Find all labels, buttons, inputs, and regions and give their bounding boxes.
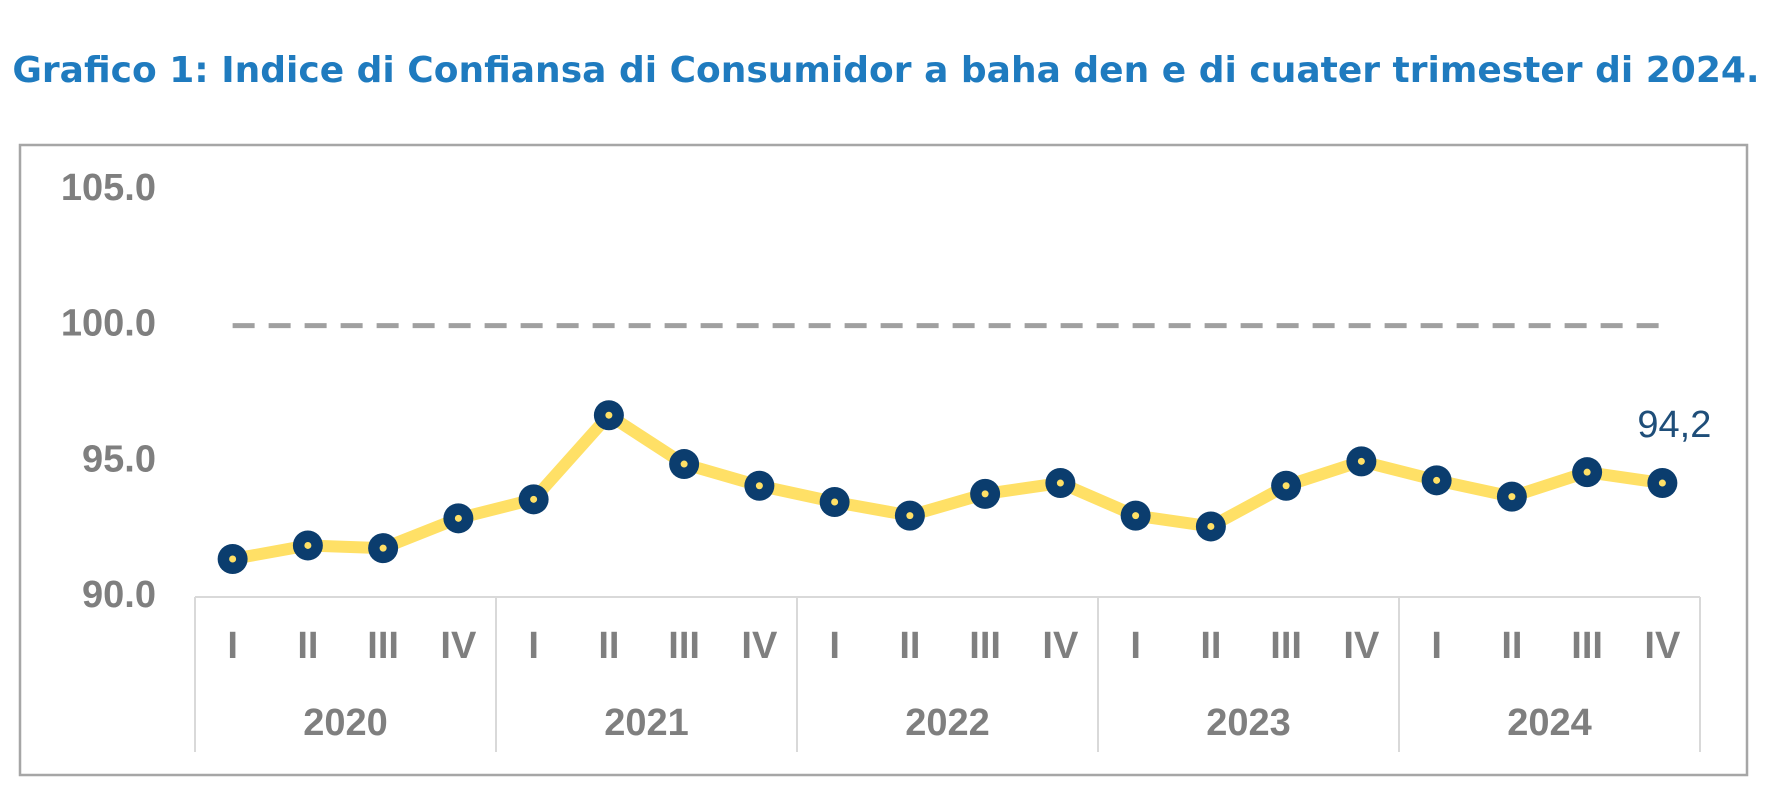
chart-frame	[18, 143, 1749, 777]
data-point-center	[229, 555, 237, 563]
data-point-center	[454, 514, 462, 522]
data-point-center	[304, 541, 312, 549]
data-point-center	[755, 482, 763, 490]
data-point-center	[605, 411, 613, 419]
y-tick-label: 95.0	[82, 438, 156, 480]
x-tick-label: II	[297, 625, 318, 667]
x-tick-label: IV	[1343, 625, 1380, 667]
x-group-label: 2020	[303, 702, 388, 744]
x-tick-label: III	[1270, 625, 1302, 667]
data-point-center	[530, 495, 538, 503]
data-point-center	[1282, 482, 1290, 490]
data-point-center	[1433, 476, 1441, 484]
x-tick-label: IV	[1644, 625, 1681, 667]
data-point-center	[1583, 468, 1591, 476]
data-label: 94,2	[1637, 404, 1711, 446]
x-tick-label: II	[598, 625, 619, 667]
y-tick-label: 90.0	[82, 574, 156, 616]
x-tick-label: III	[969, 625, 1001, 667]
x-group-label: 2024	[1507, 702, 1592, 744]
data-point-center	[1658, 479, 1666, 487]
x-tick-label: I	[528, 625, 539, 667]
x-tick-label: IV	[1042, 625, 1079, 667]
x-group-label: 2021	[604, 702, 689, 744]
data-point-center	[906, 512, 914, 520]
x-tick-label: I	[227, 625, 238, 667]
data-point-center	[1132, 512, 1140, 520]
data-point-center	[1056, 479, 1064, 487]
y-tick-label: 100.0	[61, 303, 156, 345]
x-group-label: 2023	[1206, 702, 1291, 744]
x-tick-label: III	[668, 625, 700, 667]
x-tick-label: I	[1431, 625, 1442, 667]
x-group-label: 2022	[905, 702, 990, 744]
x-tick-label: I	[829, 625, 840, 667]
data-point-center	[1207, 522, 1215, 530]
x-tick-label: I	[1130, 625, 1141, 667]
data-point-center	[379, 544, 387, 552]
x-tick-label: III	[367, 625, 399, 667]
x-tick-label: II	[1501, 625, 1522, 667]
x-tick-label: II	[899, 625, 920, 667]
x-tick-label: II	[1200, 625, 1221, 667]
data-point-center	[680, 460, 688, 468]
chart-title: Grafico 1: Indice di Confiansa di Consum…	[12, 50, 1759, 91]
data-point-center	[981, 490, 989, 498]
data-point-center	[831, 498, 839, 506]
x-tick-label: IV	[440, 625, 477, 667]
x-tick-label: III	[1571, 625, 1603, 667]
data-point-center	[1508, 493, 1516, 501]
y-tick-label: 105.0	[61, 167, 156, 209]
data-point-center	[1357, 457, 1365, 465]
x-tick-label: IV	[741, 625, 778, 667]
